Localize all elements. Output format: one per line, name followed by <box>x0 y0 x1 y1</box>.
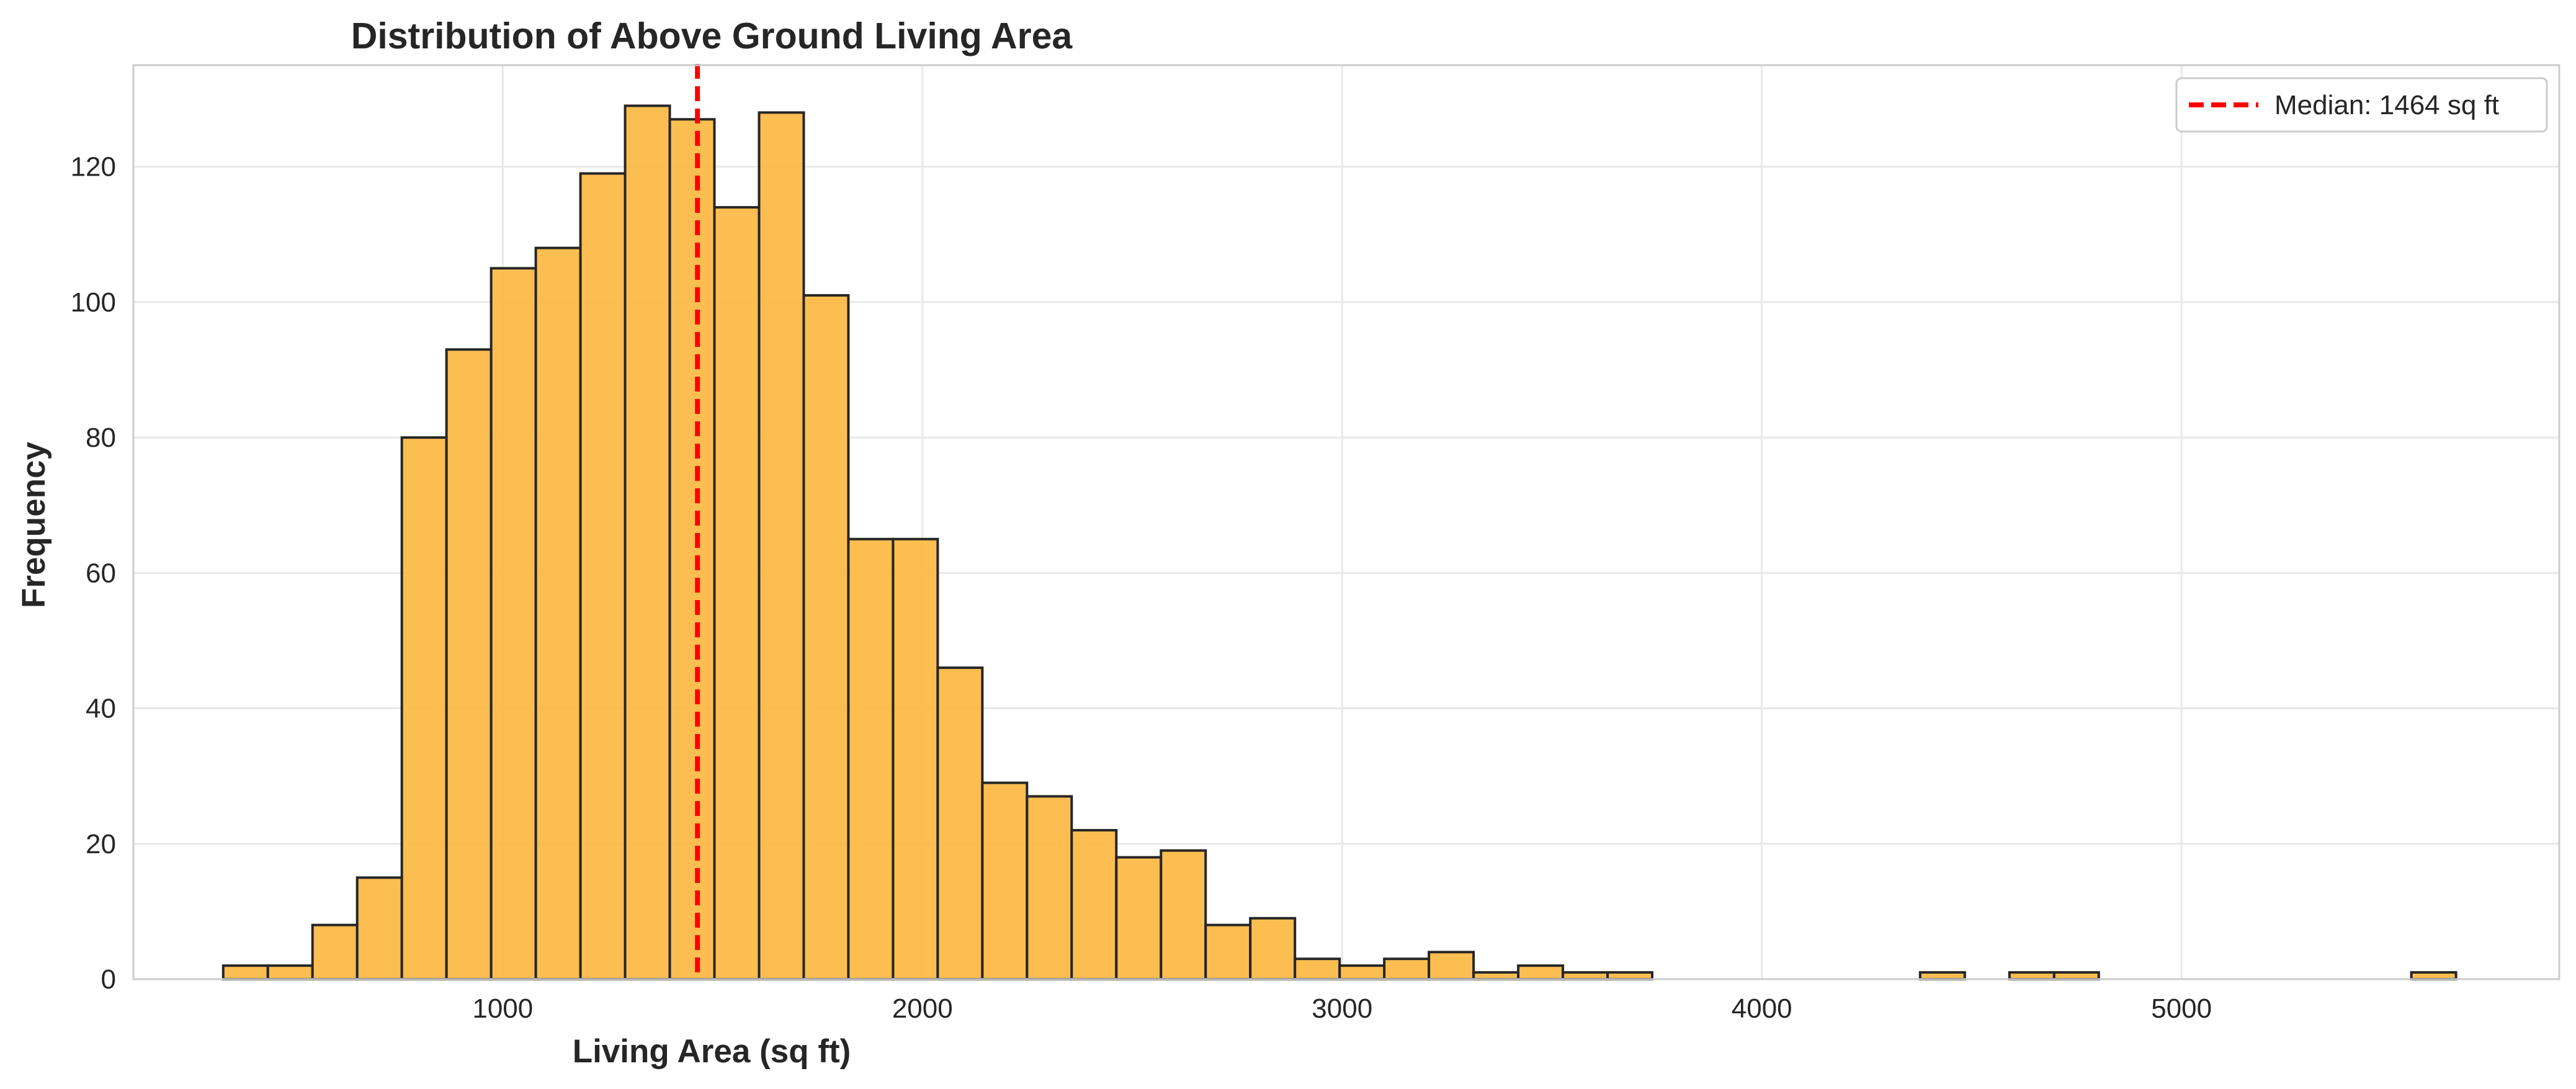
histogram-bars <box>221 104 2457 981</box>
x-tick-label: 1000 <box>472 993 533 1024</box>
histogram-bar <box>445 348 493 980</box>
histogram-bar <box>847 537 895 980</box>
legend-median-label: Median: 1464 sq ft <box>2274 90 2499 120</box>
histogram-bar <box>1338 964 1386 980</box>
histogram-bar <box>221 964 269 980</box>
y-tick-label: 20 <box>86 829 116 859</box>
histogram-bar <box>802 294 850 980</box>
chart-title: Distribution of Above Ground Living Area <box>351 16 1073 56</box>
histogram-bar <box>668 118 716 980</box>
histogram-bar <box>490 267 537 980</box>
histogram-bar <box>981 781 1029 980</box>
histogram-bar <box>534 246 582 981</box>
histogram-bar <box>356 876 403 981</box>
y-tick-label: 0 <box>101 964 116 995</box>
y-tick-label: 80 <box>86 423 116 453</box>
x-tick-label: 2000 <box>892 993 953 1024</box>
histogram-bar <box>1918 971 1966 980</box>
histogram-bar <box>1249 916 1297 981</box>
histogram-bar <box>1428 951 1475 981</box>
legend: Median: 1464 sq ft <box>2175 77 2548 133</box>
x-axis-label: Living Area (sq ft) <box>573 1033 851 1070</box>
histogram-bar <box>1026 795 1073 981</box>
histogram-bar <box>1606 971 1654 980</box>
legend-box <box>2175 77 2548 133</box>
y-tick-labels: 0 20 40 60 80 100 120 <box>71 152 116 995</box>
histogram-bar <box>1070 828 1118 981</box>
histogram-bar <box>579 172 627 981</box>
x-tick-label: 3000 <box>1312 993 1372 1024</box>
x-tick-label: 4000 <box>1732 993 1792 1024</box>
histogram-bar <box>1562 971 1609 980</box>
y-tick-label: 100 <box>71 287 116 318</box>
histogram-bar <box>936 666 984 980</box>
histogram-bar <box>2052 971 2100 980</box>
y-tick-label: 120 <box>71 152 116 182</box>
histogram-bar <box>892 537 939 980</box>
histogram-bar <box>400 436 448 980</box>
histogram-bar <box>1115 856 1163 980</box>
histogram-bar <box>2008 971 2055 980</box>
histogram-bar <box>1294 957 1341 981</box>
histogram-bar <box>1204 923 1252 980</box>
histogram-bar <box>2410 971 2457 980</box>
histogram-bar <box>1160 849 1207 980</box>
histogram-bar <box>311 923 359 980</box>
histogram-bar <box>1517 964 1565 980</box>
histogram-bar <box>1472 971 1520 980</box>
x-tick-labels: 1000 2000 3000 4000 5000 <box>472 993 2212 1024</box>
y-tick-label: 40 <box>86 694 116 724</box>
y-tick-label: 60 <box>86 558 116 588</box>
histogram-bar <box>624 104 671 980</box>
histogram-bar <box>1383 957 1431 981</box>
histogram-bar <box>758 111 805 980</box>
histogram-bar <box>266 964 314 980</box>
histogram-bar <box>713 206 761 981</box>
x-tick-label: 5000 <box>2151 993 2212 1024</box>
y-axis-label: Frequency <box>16 441 52 608</box>
plot-frame <box>132 64 2560 980</box>
